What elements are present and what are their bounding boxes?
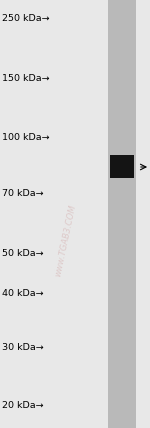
Text: www.TGAB3.COM: www.TGAB3.COM bbox=[53, 203, 77, 277]
Text: 20 kDa→: 20 kDa→ bbox=[2, 401, 44, 410]
Text: 150 kDa→: 150 kDa→ bbox=[2, 74, 50, 83]
Text: 50 kDa→: 50 kDa→ bbox=[2, 249, 44, 258]
Text: 250 kDa→: 250 kDa→ bbox=[2, 14, 50, 23]
Text: 30 kDa→: 30 kDa→ bbox=[2, 344, 44, 353]
Text: 70 kDa→: 70 kDa→ bbox=[2, 188, 44, 197]
Text: 100 kDa→: 100 kDa→ bbox=[2, 134, 50, 143]
Text: 40 kDa→: 40 kDa→ bbox=[2, 288, 44, 297]
